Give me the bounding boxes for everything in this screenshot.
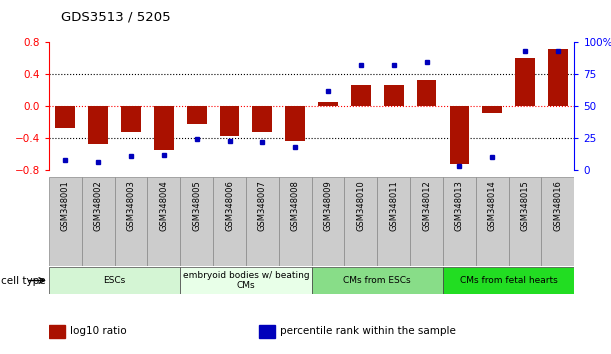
Text: GSM348015: GSM348015 <box>521 181 530 231</box>
Bar <box>187 106 207 124</box>
Bar <box>88 106 108 144</box>
Text: GSM348016: GSM348016 <box>554 181 562 232</box>
Text: GSM348008: GSM348008 <box>291 181 299 232</box>
Text: percentile rank within the sample: percentile rank within the sample <box>280 326 456 336</box>
Bar <box>351 85 371 106</box>
Bar <box>508 177 541 266</box>
Bar <box>56 106 75 128</box>
Bar <box>252 106 273 132</box>
Text: GSM348003: GSM348003 <box>126 181 136 232</box>
Text: ESCs: ESCs <box>103 276 126 285</box>
Bar <box>49 267 180 294</box>
Bar <box>515 58 535 106</box>
Bar <box>417 80 436 106</box>
Text: CMs from fetal hearts: CMs from fetal hearts <box>460 276 557 285</box>
Bar <box>476 177 508 266</box>
Bar <box>259 325 275 338</box>
Text: GSM348010: GSM348010 <box>356 181 365 231</box>
Bar <box>377 177 410 266</box>
Text: GSM348004: GSM348004 <box>159 181 168 231</box>
Bar <box>312 267 443 294</box>
Bar <box>121 106 141 132</box>
Text: embryoid bodies w/ beating
CMs: embryoid bodies w/ beating CMs <box>183 271 309 290</box>
Bar <box>279 177 312 266</box>
Bar <box>443 267 574 294</box>
Text: GSM348006: GSM348006 <box>225 181 234 232</box>
Bar <box>443 177 476 266</box>
Text: GSM348013: GSM348013 <box>455 181 464 232</box>
Bar <box>345 177 377 266</box>
Bar <box>450 106 469 164</box>
Bar <box>285 106 305 141</box>
Bar <box>246 177 279 266</box>
Text: GSM348005: GSM348005 <box>192 181 201 231</box>
Text: CMs from ESCs: CMs from ESCs <box>343 276 411 285</box>
Text: GSM348014: GSM348014 <box>488 181 497 231</box>
Bar <box>154 106 174 150</box>
Text: GSM348001: GSM348001 <box>61 181 70 231</box>
Bar <box>384 85 403 106</box>
Bar <box>49 325 65 338</box>
Bar <box>82 177 115 266</box>
Text: GSM348009: GSM348009 <box>324 181 332 231</box>
Text: cell type: cell type <box>1 275 45 286</box>
Bar <box>180 177 213 266</box>
Text: GDS3513 / 5205: GDS3513 / 5205 <box>61 11 170 24</box>
Text: GSM348011: GSM348011 <box>389 181 398 231</box>
Bar <box>147 177 180 266</box>
Bar <box>548 49 568 106</box>
Text: log10 ratio: log10 ratio <box>70 326 126 336</box>
Bar <box>312 177 345 266</box>
Text: GSM348012: GSM348012 <box>422 181 431 231</box>
Text: GSM348007: GSM348007 <box>258 181 267 232</box>
Bar <box>541 177 574 266</box>
Bar <box>180 267 312 294</box>
Bar <box>482 106 502 113</box>
Bar <box>49 177 82 266</box>
Bar <box>410 177 443 266</box>
Bar <box>220 106 240 136</box>
Text: GSM348002: GSM348002 <box>93 181 103 231</box>
Bar <box>318 102 338 106</box>
Bar <box>213 177 246 266</box>
Bar <box>114 177 147 266</box>
